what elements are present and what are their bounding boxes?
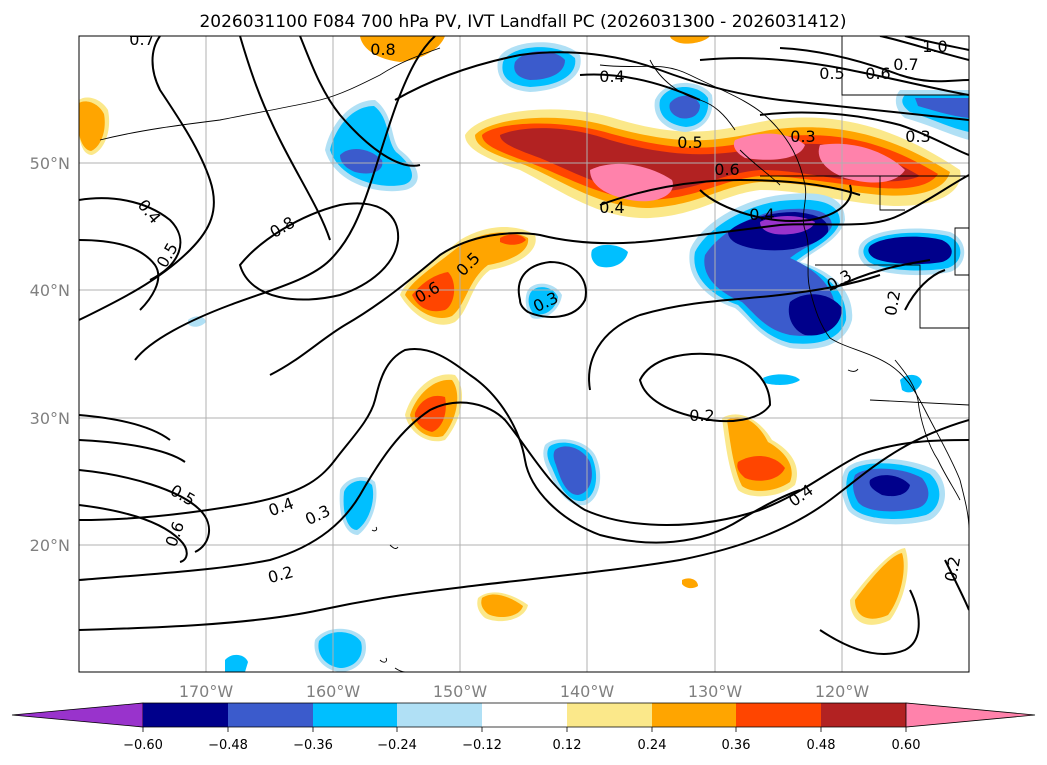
lon-label-160w: 160°W [306,682,361,701]
boundaries [760,36,969,406]
contour-label: 0.5 [677,133,702,152]
map-title: 2026031100 F084 700 hPa PV, IVT Landfall… [199,12,846,32]
colorbar-swatch [482,703,567,727]
colorbar-tick-label: −0.60 [123,738,163,753]
colorbar-tick-label: 0.60 [892,738,921,753]
contour-label: 0.5 [819,64,844,83]
colorbar-swatch [143,703,228,727]
contour-label: 0.3 [905,127,930,146]
lon-label-130w: 130°W [688,682,743,701]
map-border [78,35,970,673]
colorbar-swatch [313,703,397,727]
colorbar-tick-label: 0.48 [807,738,836,753]
contour-label: 0.7 [893,55,918,74]
colorbar-tick-label: 0.12 [553,738,582,753]
colorbar-tick-label: −0.24 [377,738,417,753]
lon-label-150w: 150°W [433,682,488,701]
lat-label-40n: 40°N [30,281,70,300]
contour-label: 0.6 [865,64,890,83]
lon-label-140w: 140°W [560,682,615,701]
contour-label: 0.3 [790,127,815,146]
lat-label-20n: 20°N [30,536,70,555]
contour-label: 0.2 [689,406,714,425]
contour-label: 0.2 [941,555,964,583]
contour-label: 0.4 [599,198,624,217]
contour-label: 0.4 [749,205,774,224]
contour-labels: 0.7 0.8 0.4 0.5 0.6 0.7 1.0 0.3 0.4 0.5 … [129,30,964,587]
lon-label-170w: 170°W [179,682,234,701]
colorbar-swatch [652,703,736,727]
coastlines [99,47,969,672]
colorbar-tick-label: 0.24 [638,738,667,753]
map-plot-area: 0.7 0.8 0.4 0.5 0.6 0.7 1.0 0.3 0.4 0.5 … [79,30,969,672]
colorbar-swatch [821,703,906,727]
colorbar-tick-label: −0.48 [208,738,248,753]
lat-label-30n: 30°N [30,409,70,428]
colorbar-extend-high [905,702,1036,728]
colorbar-tick-label: −0.36 [293,738,333,753]
colorbar-extend-low [11,702,144,728]
lat-label-50n: 50°N [30,154,70,173]
colorbar-swatch [567,703,652,727]
colorbar-tick-label: −0.12 [462,738,502,753]
lon-label-120w: 120°W [815,682,870,701]
colorbar: −0.60 −0.48 −0.36 −0.24 −0.12 0.12 0.24 … [11,702,1036,753]
contour-label: 1.0 [922,37,947,56]
contour-label: 0.8 [370,40,395,59]
latitude-labels: 20°N 30°N 40°N 50°N [30,154,70,555]
contour-label: 0.4 [599,67,624,86]
contour-label: 0.6 [714,160,739,179]
contour-lines [79,36,969,655]
longitude-labels: 170°W 160°W 150°W 140°W 130°W 120°W [179,682,870,701]
contour-label: 0.7 [129,30,154,49]
colorbar-swatch [736,703,821,727]
colorbar-tick-label: 0.36 [722,738,751,753]
colorbar-swatch [397,703,482,727]
contour-label: 0.2 [881,289,904,317]
colorbar-swatch [228,703,313,727]
